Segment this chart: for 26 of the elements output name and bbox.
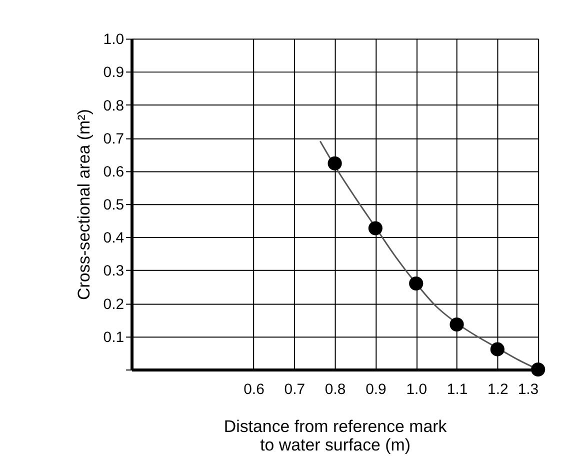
y-tick-label: 0.2 (103, 296, 124, 313)
x-axis-title: Distance from reference mark to water surface (m) (224, 416, 448, 455)
y-tick-label: 0.9 (103, 64, 124, 82)
y-tick-label: 0.3 (103, 262, 124, 280)
y-tick-label: 0.6 (103, 163, 124, 180)
x-tick-label: 0.6 (244, 380, 264, 398)
y-tick-label: 1.0 (103, 31, 124, 48)
x-tick-label: 1.2 (488, 380, 508, 398)
x-tick-label: 1.3 (518, 380, 539, 398)
y-tick-label: 0.4 (103, 230, 124, 247)
y-tick-label: 0.1 (103, 328, 124, 346)
x-tick-label: 1.0 (406, 380, 427, 398)
y-tick-label: 0.7 (103, 130, 124, 148)
y-tick-label: 0.5 (103, 196, 124, 214)
x-tick-label: 0.7 (284, 380, 306, 398)
x-tick-label: 1.1 (446, 380, 468, 398)
point (409, 276, 424, 291)
x-tick-label: 0.8 (324, 380, 346, 398)
point (490, 342, 504, 356)
point (368, 221, 383, 236)
y-axis-title: Cross-sectional area (m²) (74, 109, 94, 300)
y-tick-label: 0.8 (103, 97, 124, 114)
point (531, 362, 546, 377)
x-tick-label: 0.9 (366, 380, 386, 398)
point (450, 317, 464, 332)
point (328, 156, 342, 170)
